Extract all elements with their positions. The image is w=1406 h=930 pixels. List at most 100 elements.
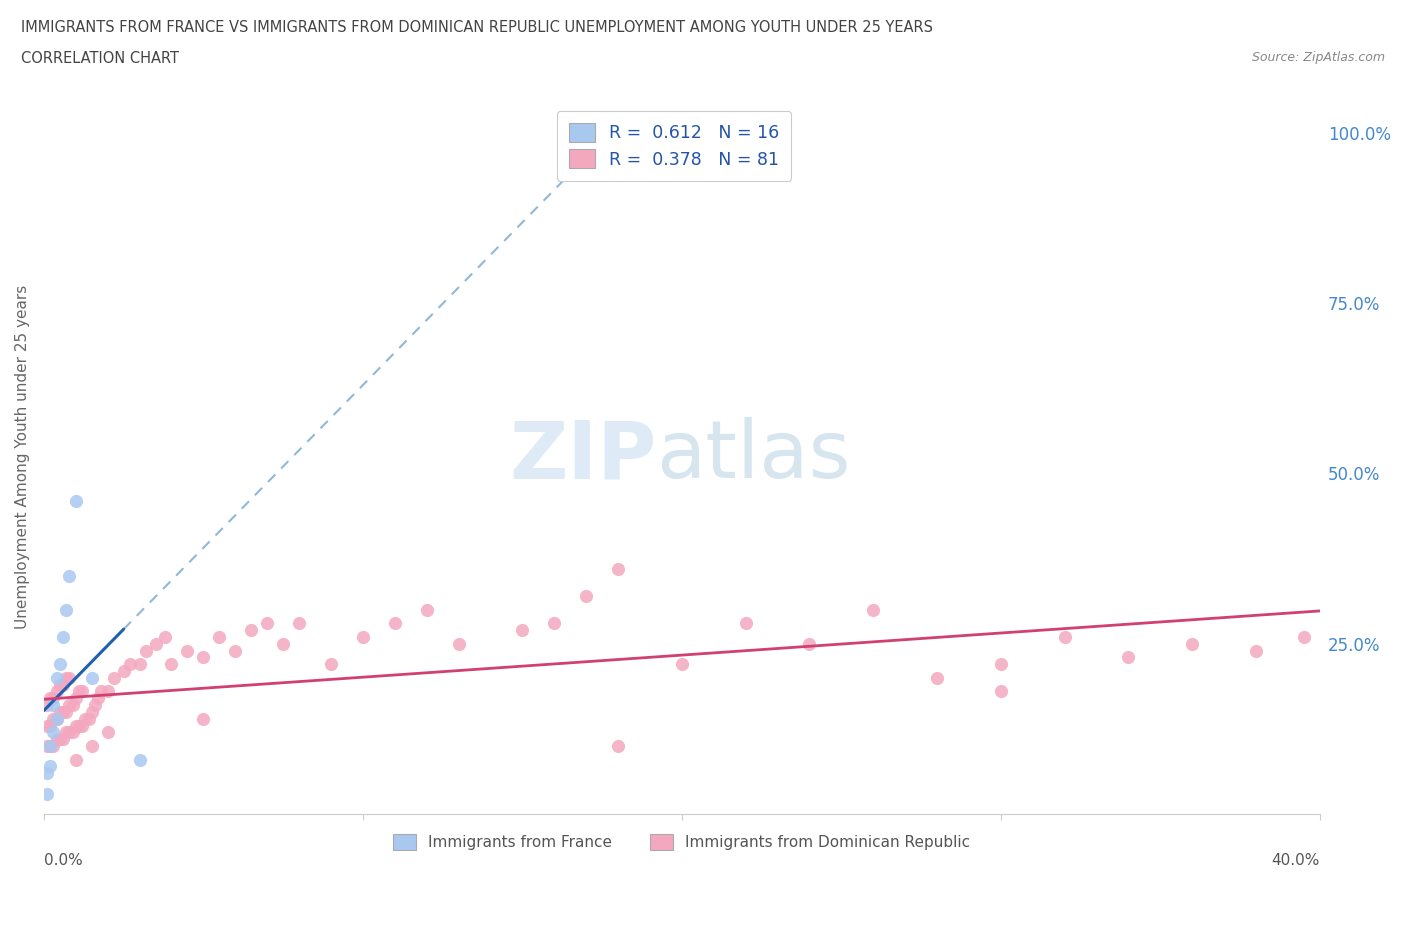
- Point: [49, 704, 72, 719]
- Point: [84, 698, 107, 712]
- Point: [35, 765, 58, 780]
- Point: [128, 752, 150, 767]
- Point: [990, 684, 1012, 699]
- Point: [176, 644, 198, 658]
- Text: CORRELATION CHART: CORRELATION CHART: [21, 51, 179, 66]
- Point: [39, 691, 62, 706]
- Point: [112, 664, 135, 679]
- Point: [1053, 630, 1076, 644]
- Point: [39, 759, 62, 774]
- Point: [135, 644, 157, 658]
- Point: [607, 738, 630, 753]
- Point: [42, 724, 65, 739]
- Point: [256, 616, 278, 631]
- Point: [153, 630, 176, 644]
- Point: [734, 616, 756, 631]
- Point: [58, 698, 80, 712]
- Point: [65, 718, 87, 733]
- Point: [510, 623, 533, 638]
- Point: [65, 752, 87, 767]
- Point: [925, 671, 948, 685]
- Text: 0.0%: 0.0%: [44, 854, 83, 869]
- Point: [42, 691, 65, 706]
- Point: [42, 698, 65, 712]
- Point: [35, 698, 58, 712]
- Point: [271, 636, 294, 651]
- Point: [55, 724, 77, 739]
- Point: [62, 724, 84, 739]
- Point: [75, 711, 97, 726]
- Point: [288, 616, 311, 631]
- Point: [224, 644, 246, 658]
- Point: [90, 684, 112, 699]
- Point: [65, 493, 87, 508]
- Point: [575, 589, 598, 604]
- Point: [80, 704, 103, 719]
- Point: [65, 691, 87, 706]
- Point: [55, 704, 77, 719]
- Point: [128, 657, 150, 671]
- Point: [52, 677, 75, 692]
- Point: [1181, 636, 1204, 651]
- Point: [67, 718, 90, 733]
- Point: [45, 711, 67, 726]
- Point: [352, 630, 374, 644]
- Point: [80, 671, 103, 685]
- Point: [799, 636, 821, 651]
- Point: [49, 657, 72, 671]
- Point: [447, 636, 470, 651]
- Point: [319, 657, 342, 671]
- Legend: Immigrants from France, Immigrants from Dominican Republic: Immigrants from France, Immigrants from …: [387, 829, 977, 857]
- Point: [45, 711, 67, 726]
- Point: [35, 786, 58, 801]
- Point: [62, 698, 84, 712]
- Point: [39, 738, 62, 753]
- Point: [35, 738, 58, 753]
- Point: [45, 671, 67, 685]
- Point: [671, 657, 693, 671]
- Text: ZIP: ZIP: [509, 418, 657, 496]
- Point: [97, 684, 120, 699]
- Point: [77, 711, 100, 726]
- Point: [58, 724, 80, 739]
- Point: [80, 738, 103, 753]
- Point: [70, 718, 93, 733]
- Point: [543, 616, 565, 631]
- Point: [862, 603, 884, 618]
- Point: [58, 568, 80, 583]
- Point: [1116, 650, 1139, 665]
- Point: [42, 738, 65, 753]
- Point: [49, 677, 72, 692]
- Point: [42, 711, 65, 726]
- Point: [208, 630, 231, 644]
- Point: [103, 671, 125, 685]
- Point: [160, 657, 183, 671]
- Point: [39, 738, 62, 753]
- Point: [607, 562, 630, 577]
- Point: [45, 684, 67, 699]
- Point: [1244, 644, 1267, 658]
- Point: [97, 724, 120, 739]
- Point: [240, 623, 263, 638]
- Text: Source: ZipAtlas.com: Source: ZipAtlas.com: [1251, 51, 1385, 64]
- Point: [70, 684, 93, 699]
- Y-axis label: Unemployment Among Youth under 25 years: Unemployment Among Youth under 25 years: [15, 285, 30, 629]
- Point: [87, 691, 110, 706]
- Text: IMMIGRANTS FROM FRANCE VS IMMIGRANTS FROM DOMINICAN REPUBLIC UNEMPLOYMENT AMONG : IMMIGRANTS FROM FRANCE VS IMMIGRANTS FRO…: [21, 20, 934, 35]
- Point: [35, 718, 58, 733]
- Point: [52, 704, 75, 719]
- Point: [193, 650, 215, 665]
- Point: [49, 732, 72, 747]
- Text: atlas: atlas: [657, 418, 851, 496]
- Point: [58, 671, 80, 685]
- Point: [45, 732, 67, 747]
- Text: 40.0%: 40.0%: [1271, 854, 1320, 869]
- Point: [39, 718, 62, 733]
- Point: [55, 603, 77, 618]
- Point: [55, 671, 77, 685]
- Point: [193, 711, 215, 726]
- Point: [384, 616, 406, 631]
- Point: [1292, 630, 1315, 644]
- Point: [990, 657, 1012, 671]
- Point: [591, 126, 613, 140]
